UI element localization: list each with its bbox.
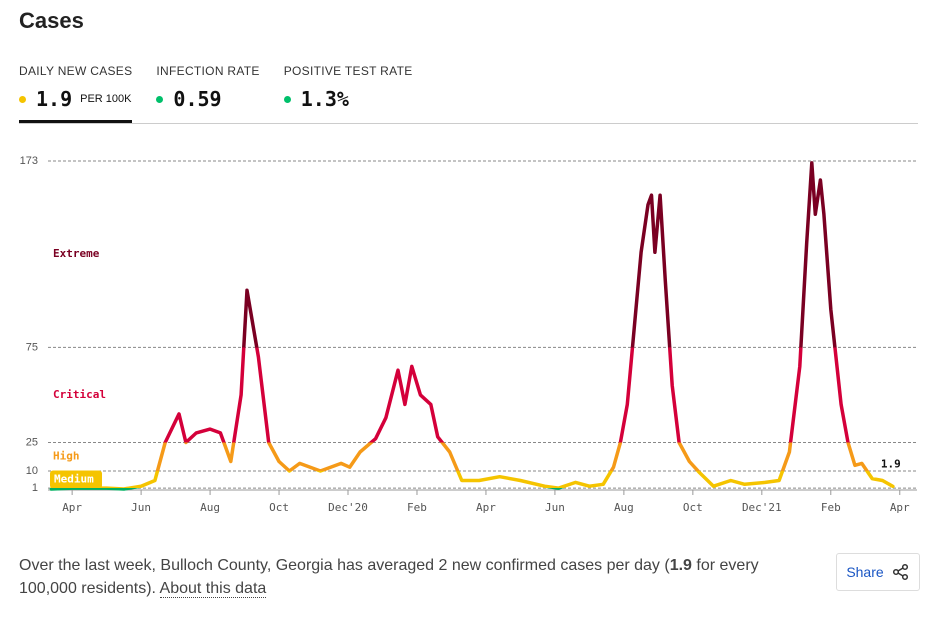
level-label: Medium xyxy=(54,473,94,486)
y-tick-label: 25 xyxy=(26,436,38,448)
share-button[interactable]: Share xyxy=(836,553,920,591)
level-label: High xyxy=(53,450,80,463)
tab-metric: 1.3% xyxy=(300,87,349,111)
x-tick-label: Oct xyxy=(269,501,289,514)
page-title: Cases xyxy=(19,8,84,33)
tab-metric: 0.59 xyxy=(173,87,222,111)
tab[interactable]: INFECTION RATE 0.59 xyxy=(156,62,259,123)
level-badge xyxy=(50,470,102,489)
y-tick-label: 173 xyxy=(20,155,38,167)
tab-label: INFECTION RATE xyxy=(156,64,260,78)
chart: 1 10 25 75 173 Medium High Critical Extreme Apr Ju… xyxy=(20,155,917,514)
tab[interactable]: DAILY NEW CASES 1.9 PER 100K xyxy=(19,62,133,123)
x-tick-label: Jun xyxy=(131,501,151,514)
tab-value: 1.9 PER 100K xyxy=(19,87,132,111)
share-icon xyxy=(892,563,908,581)
status-dot xyxy=(283,95,291,103)
tab-label: DAILY NEW CASES xyxy=(19,64,133,78)
last-value-label: 1.9 xyxy=(881,457,901,470)
tab-bar: DAILY NEW CASES 1.9 PER 100K INFECTION RATE… xyxy=(19,62,918,124)
summary: Over the last week, Bulloch County, Geor… xyxy=(19,554,759,600)
status-dot xyxy=(156,95,164,103)
summary-bold: 1.9 xyxy=(669,557,692,574)
tab-unit: PER 100K xyxy=(80,93,132,105)
tab-value: 0.59 xyxy=(156,87,259,111)
x-tick-label: Dec'20 xyxy=(328,501,368,514)
x-tick-label: Apr xyxy=(890,501,910,514)
x-tick-label: Dec'21 xyxy=(742,501,782,514)
x-tick-label: Feb xyxy=(407,501,427,514)
level-label: Critical xyxy=(53,388,106,401)
tab-label: POSITIVE TEST RATE xyxy=(283,64,413,78)
x-tick-label: Jun xyxy=(545,501,565,514)
share-label: Share xyxy=(846,564,884,580)
x-tick-label: Apr xyxy=(476,501,496,514)
tab-value: 1.3% xyxy=(283,87,413,111)
status-dot xyxy=(19,95,26,103)
x-tick-label: Feb xyxy=(821,501,841,514)
about-link[interactable]: About this data xyxy=(159,580,267,598)
data-line xyxy=(49,161,895,491)
y-tick-label: 75 xyxy=(26,341,38,353)
y-tick-label: 1 xyxy=(32,482,38,494)
tab[interactable]: POSITIVE TEST RATE 1.3% xyxy=(283,62,413,123)
y-tick-label: 10 xyxy=(26,465,38,477)
x-tick-label: Aug xyxy=(614,501,634,514)
x-tick-label: Apr xyxy=(62,501,82,514)
x-tick-label: Oct xyxy=(683,501,703,514)
summary-text: Over the last week, Bulloch County, Geor… xyxy=(19,557,670,574)
level-label: Extreme xyxy=(53,247,100,260)
summary-text: for every 100,000 residents). xyxy=(19,557,759,597)
x-tick-label: Aug xyxy=(200,501,220,514)
tab-metric: 1.9 xyxy=(36,87,73,111)
